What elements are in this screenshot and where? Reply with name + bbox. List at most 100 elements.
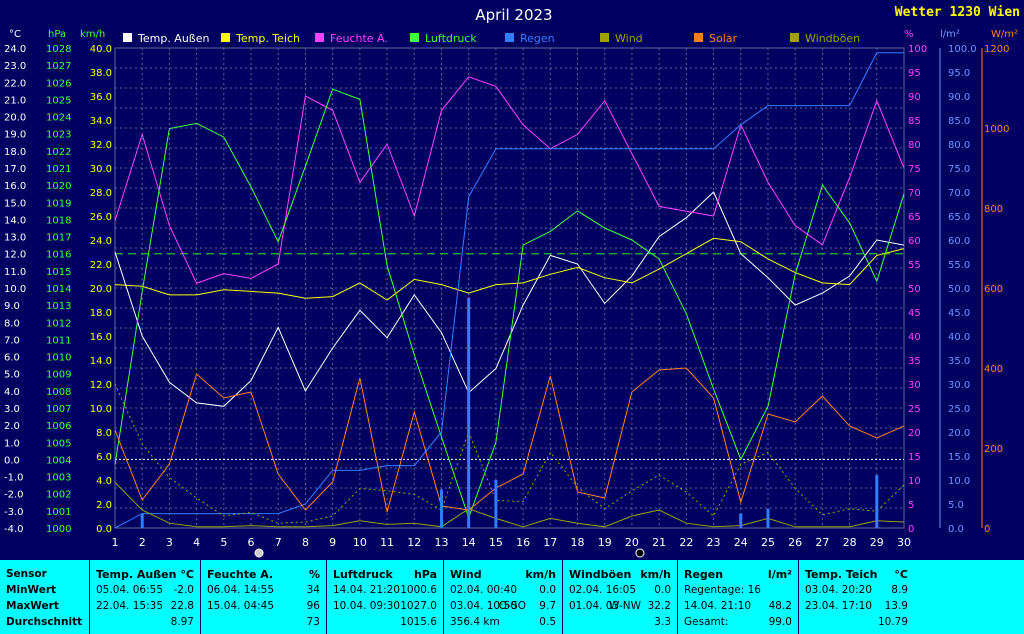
- stats-min-time: 02.04. 00:40: [450, 584, 517, 596]
- series-line-feuchte-a: [114, 76, 905, 284]
- temp-tick-label: -2.0: [4, 490, 24, 501]
- x-tick-label: 12: [407, 536, 421, 549]
- press-tick-label: 1003: [46, 473, 71, 484]
- x-tick-label: 20: [625, 536, 639, 549]
- stats-column: Windböen km/h 02.04. 16:05 0.0 01.04. 03 W-NW…: [562, 560, 677, 634]
- x-tick-label: 15: [489, 536, 503, 549]
- rain-tick-label: 75.0: [948, 164, 970, 175]
- hum-tick-label: 35: [908, 356, 921, 367]
- hum-tick-label: 40: [908, 332, 921, 343]
- temp-tick-label: 0.0: [4, 455, 20, 466]
- x-tick-label: 29: [870, 536, 884, 549]
- wind-tick-label: 0.0: [96, 524, 112, 535]
- temp-tick-label: 6.0: [4, 353, 20, 364]
- x-tick-label: 22: [679, 536, 693, 549]
- wind-tick-label: 6.0: [96, 452, 112, 463]
- stats-max-row: 22.04. 15:35 22.8: [96, 600, 194, 616]
- hum-tick-label: 25: [908, 404, 921, 415]
- stats-max-time: 01.04. 03: [569, 600, 620, 612]
- legend-label: Temp. Teich: [235, 32, 300, 45]
- rain-tick-label: 55.0: [948, 260, 970, 271]
- stats-max-value: 32.2: [647, 600, 671, 612]
- site-title: Wetter 1230 Wien: [894, 5, 1020, 20]
- press-tick-label: 1004: [46, 455, 71, 466]
- rain-tick-label: 35.0: [948, 356, 970, 367]
- rain-bar: [766, 508, 770, 528]
- stats-row-label: MinWert: [6, 584, 57, 596]
- x-tick-label: 26: [788, 536, 802, 549]
- temp-tick-label: 24.0: [4, 44, 26, 55]
- hum-tick-label: 30: [908, 380, 921, 391]
- stats-min-value: 0.0: [539, 584, 556, 596]
- temp-tick-label: 16.0: [4, 181, 26, 192]
- rain-tick-label: 30.0: [948, 380, 970, 391]
- rain-bar: [494, 480, 498, 528]
- stats-header: Temp. Außen °C: [96, 568, 194, 584]
- x-tick-label: 6: [248, 536, 255, 549]
- wind-tick-label: 18.0: [90, 308, 112, 319]
- solar-tick-label: 1200: [984, 44, 1009, 55]
- wind-tick-label: 10.0: [90, 404, 112, 415]
- stats-avg-value: 0.5: [539, 616, 556, 628]
- stats-min-time: 06.04. 14:55: [207, 584, 274, 596]
- x-tick-label: 13: [434, 536, 448, 549]
- rain-tick-label: 0.0: [948, 524, 964, 535]
- x-tick-label: 9: [329, 536, 336, 549]
- stats-min-value: 1000.6: [400, 584, 437, 596]
- wind-tick-label: 14.0: [90, 356, 112, 367]
- x-tick-label: 5: [220, 536, 227, 549]
- stats-max-value: 22.8: [170, 600, 194, 612]
- rain-tick-label: 70.0: [948, 188, 970, 199]
- wind-tick-label: 2.0: [96, 500, 112, 511]
- chart-plot-area: [114, 52, 905, 529]
- rain-tick-label: 15.0: [948, 452, 970, 463]
- press-tick-label: 1026: [46, 78, 71, 89]
- stats-avg-row: 3.3: [569, 616, 671, 632]
- stats-unit: l/m²: [767, 568, 792, 581]
- wind-tick-label: 36.0: [90, 92, 112, 103]
- stats-column: Feuchte A.% 06.04. 14:55 34 15.04. 04:45 96 7…: [200, 560, 326, 634]
- rain-bar: [739, 513, 743, 528]
- solar-tick-label: 800: [984, 204, 1003, 215]
- x-tick-label: 17: [543, 536, 557, 549]
- stats-max-value: 48.2: [768, 600, 792, 612]
- series-line-temp-au-en: [114, 191, 905, 407]
- press-tick-label: 1001: [46, 507, 71, 518]
- x-tick-label: 14: [462, 536, 476, 549]
- series-line-temp-teich: [114, 237, 905, 301]
- stats-min-time: 03.04. 20:20: [805, 584, 872, 596]
- stats-header: Temp. Teich °C: [805, 568, 908, 584]
- stats-max-time: 03.04. 10:50: [450, 600, 517, 612]
- temp-tick-label: 13.0: [4, 233, 26, 244]
- stats-min-row: 14.04. 21:20 1000.6: [333, 584, 437, 600]
- x-tick-label: 18: [571, 536, 585, 549]
- stats-max-value: 96: [306, 600, 320, 612]
- stats-sensor-name: Temp. Außen: [96, 568, 177, 581]
- hum-axis-unit: %: [904, 29, 914, 40]
- press-tick-label: 1022: [46, 147, 71, 158]
- rain-tick-label: 20.0: [948, 428, 970, 439]
- wind-tick-label: 30.0: [90, 164, 112, 175]
- temp-tick-label: 2.0: [4, 421, 20, 432]
- x-tick-label: 24: [734, 536, 748, 549]
- stats-avg-value: 8.97: [170, 616, 194, 628]
- temp-tick-label: 1.0: [4, 438, 20, 449]
- x-tick-label: 28: [843, 536, 857, 549]
- stats-min-row: 06.04. 14:55 34: [207, 584, 320, 600]
- wind-tick-label: 28.0: [90, 188, 112, 199]
- stats-min-time: 05.04. 06:55: [96, 584, 163, 596]
- temp-tick-label: 5.0: [4, 370, 20, 381]
- press-tick-label: 1018: [46, 215, 71, 226]
- wind-axis-unit: km/h: [80, 29, 105, 40]
- rain-tick-label: 95.0: [948, 68, 970, 79]
- hum-tick-label: 50: [908, 284, 921, 295]
- legend-swatch: [600, 33, 609, 42]
- stats-column: Temp. Teich °C 03.04. 20:20 8.9 23.04. 17:10…: [798, 560, 914, 634]
- rain-tick-label: 10.0: [948, 476, 970, 487]
- rain-tick-label: 90.0: [948, 92, 970, 103]
- temp-tick-label: 22.0: [4, 78, 26, 89]
- legend-swatch: [505, 33, 514, 42]
- legend-label: Windböen: [805, 32, 860, 45]
- stats-unit: °C: [180, 568, 194, 581]
- wind-tick-label: 24.0: [90, 236, 112, 247]
